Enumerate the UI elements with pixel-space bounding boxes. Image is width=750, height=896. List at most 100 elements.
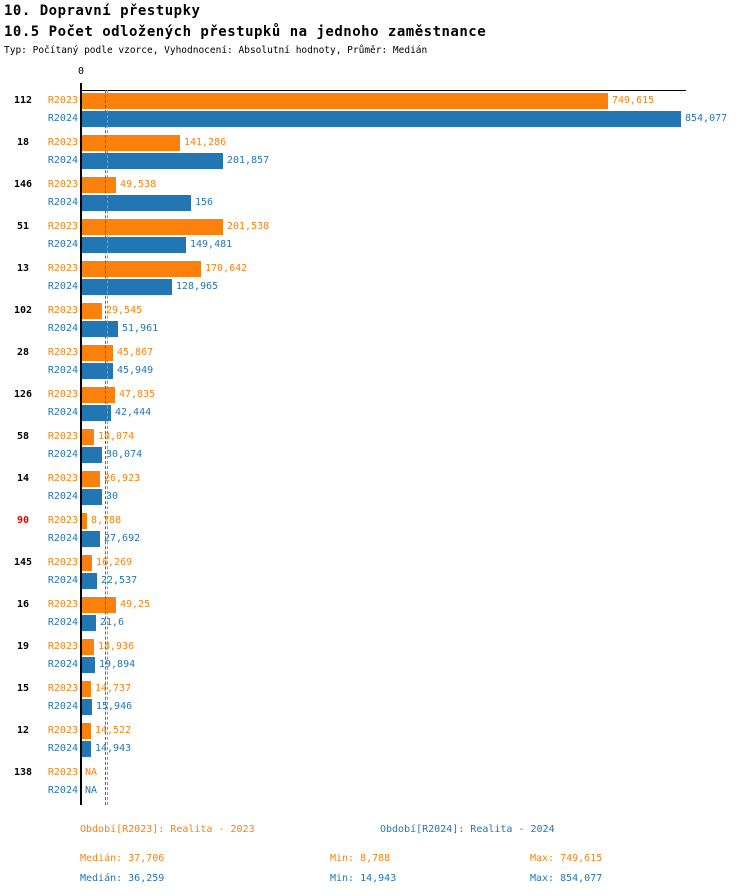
series-label-r2023: R2023 — [47, 305, 78, 316]
bar-r2024 — [81, 615, 96, 631]
bar-r2023 — [81, 597, 116, 613]
page-title: 10. Dopravní přestupky — [4, 3, 201, 19]
category-label: 138 — [13, 767, 33, 778]
series-label-r2024: R2024 — [47, 239, 78, 250]
value-label-r2024: 21,6 — [100, 617, 125, 628]
series-label-r2023: R2023 — [47, 137, 78, 148]
value-label-r2023: 29,545 — [106, 305, 143, 316]
bar-row-r2024: R2024 156 — [0, 195, 750, 211]
category-group: 13 R2023 170,642 R2024 128,965 — [0, 261, 750, 303]
bar-row-r2023: 126 R2023 47,835 — [0, 387, 750, 403]
series-label-r2024: R2024 — [47, 323, 78, 334]
bar-r2024 — [81, 531, 100, 547]
series-label-r2024: R2024 — [47, 617, 78, 628]
axis-line-left — [80, 90, 82, 805]
series-label-r2024: R2024 — [47, 365, 78, 376]
series-label-r2024: R2024 — [47, 701, 78, 712]
bar-r2024 — [81, 195, 191, 211]
bar-r2024 — [81, 657, 95, 673]
bar-r2023 — [81, 345, 113, 361]
value-label-r2024: 30 — [106, 491, 119, 502]
bar-row-r2023: 14 R2023 26,923 — [0, 471, 750, 487]
value-label-r2024: 51,961 — [122, 323, 159, 334]
legend-r2024: Období[R2024]: Realita - 2024 — [380, 824, 555, 835]
bar-r2023 — [81, 723, 91, 739]
category-group: 18 R2023 141,286 R2024 201,857 — [0, 135, 750, 177]
value-label-r2023: 26,923 — [104, 473, 141, 484]
bar-row-r2023: 13 R2023 170,642 — [0, 261, 750, 277]
median-line-r2023 — [107, 90, 108, 805]
category-group: 126 R2023 47,835 R2024 42,444 — [0, 387, 750, 429]
series-label-r2024: R2024 — [47, 197, 78, 208]
bar-row-r2023: 102 R2023 29,545 — [0, 303, 750, 319]
category-group: 19 R2023 18,936 R2024 19,894 — [0, 639, 750, 681]
series-label-r2024: R2024 — [47, 533, 78, 544]
value-label-r2024: NA — [85, 785, 98, 796]
legend-r2023: Období[R2023]: Realita - 2023 — [80, 824, 255, 835]
category-label: 19 — [16, 641, 30, 652]
category-group: 28 R2023 45,867 R2024 45,949 — [0, 345, 750, 387]
bar-row-r2023: 28 R2023 45,867 — [0, 345, 750, 361]
bar-row-r2023: 18 R2023 141,286 — [0, 135, 750, 151]
bar-r2024 — [81, 279, 172, 295]
value-label-r2024: 854,077 — [685, 113, 728, 124]
bar-r2023 — [81, 639, 94, 655]
bar-row-r2023: 51 R2023 201,538 — [0, 219, 750, 235]
bar-row-r2024: R2024 45,949 — [0, 363, 750, 379]
value-label-r2023: 8,788 — [91, 515, 122, 526]
bar-r2024 — [81, 153, 223, 169]
bar-r2023 — [81, 681, 91, 697]
chart-title: 10.5 Počet odložených přestupků na jedno… — [4, 24, 487, 40]
category-group: 90 R2023 8,788 R2024 27,692 — [0, 513, 750, 555]
series-label-r2023: R2023 — [47, 515, 78, 526]
series-label-r2023: R2023 — [47, 431, 78, 442]
bar-row-r2024: R2024 NA — [0, 783, 750, 799]
category-label: 126 — [13, 389, 33, 400]
series-label-r2023: R2023 — [47, 389, 78, 400]
bar-row-r2024: R2024 14,943 — [0, 741, 750, 757]
bar-r2023 — [81, 513, 87, 529]
value-label-r2023: 14,522 — [95, 725, 132, 736]
stat-max-r2023: Max: 749,615 — [530, 853, 603, 864]
series-label-r2024: R2024 — [47, 575, 78, 586]
value-label-r2024: 15,946 — [96, 701, 133, 712]
series-label-r2024: R2024 — [47, 155, 78, 166]
bar-row-r2023: 16 R2023 49,25 — [0, 597, 750, 613]
bar-r2023 — [81, 177, 116, 193]
category-label: 18 — [16, 137, 30, 148]
category-label: 145 — [13, 557, 33, 568]
value-label-r2023: 170,642 — [205, 263, 248, 274]
value-label-r2024: 22,537 — [101, 575, 138, 586]
bar-row-r2024: R2024 51,961 — [0, 321, 750, 337]
category-group: 145 R2023 16,269 R2024 22,537 — [0, 555, 750, 597]
stat-min-r2024: Min: 14,943 — [330, 873, 397, 884]
series-label-r2023: R2023 — [47, 263, 78, 274]
series-label-r2023: R2023 — [47, 683, 78, 694]
value-label-r2023: 16,269 — [96, 557, 133, 568]
value-label-r2023: 49,25 — [120, 599, 151, 610]
bar-r2023 — [81, 219, 223, 235]
bar-row-r2024: R2024 30 — [0, 489, 750, 505]
series-label-r2024: R2024 — [47, 449, 78, 460]
stat-max-r2024: Max: 854,077 — [530, 873, 603, 884]
value-label-r2023: 18,936 — [98, 641, 135, 652]
category-label: 90 — [16, 515, 30, 526]
bar-groups: 112 R2023 749,615 R2024 854,077 18 R2023… — [0, 93, 750, 807]
bar-row-r2023: 145 R2023 16,269 — [0, 555, 750, 571]
bar-row-r2023: 12 R2023 14,522 — [0, 723, 750, 739]
bar-r2023 — [81, 471, 100, 487]
series-label-r2024: R2024 — [47, 281, 78, 292]
category-group: 58 R2023 18,074 R2024 30,074 — [0, 429, 750, 471]
bar-row-r2023: 19 R2023 18,936 — [0, 639, 750, 655]
value-label-r2024: 156 — [195, 197, 214, 208]
bar-row-r2024: R2024 19,894 — [0, 657, 750, 673]
series-label-r2023: R2023 — [47, 767, 78, 778]
bar-r2023 — [81, 93, 608, 109]
bar-r2023 — [81, 303, 102, 319]
category-label: 12 — [16, 725, 30, 736]
stat-median-r2023: Medián: 37,706 — [80, 853, 165, 864]
bar-row-r2024: R2024 201,857 — [0, 153, 750, 169]
value-label-r2024: 201,857 — [227, 155, 270, 166]
axis-zero-tick — [80, 83, 82, 90]
category-label: 28 — [16, 347, 30, 358]
